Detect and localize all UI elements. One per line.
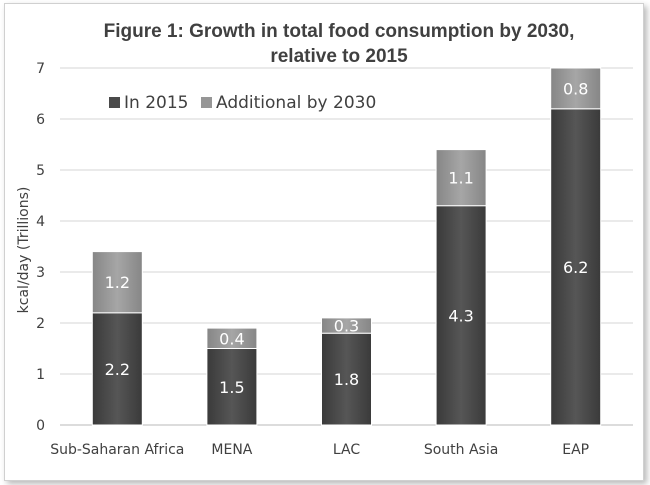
data-label: 6.2 (563, 258, 588, 277)
bar-segment (91, 251, 143, 314)
x-tick-label: LAC (333, 442, 360, 458)
legend-swatch (201, 97, 212, 108)
data-label: 2.2 (105, 360, 130, 379)
bar-segment (321, 317, 372, 334)
data-label: 1.2 (105, 273, 130, 292)
y-tick-label: 7 (36, 61, 45, 77)
y-tick-label: 2 (36, 316, 45, 332)
data-label: 1.1 (448, 169, 473, 188)
legend: In 2015 Additional by 2030 (109, 93, 376, 113)
x-tick-labels: Sub-Saharan Africa MENA LAC South Asia EAP (50, 442, 589, 458)
bar-segment (206, 327, 258, 350)
chart-frame: Figure 1: Growth in total food consumpti… (4, 3, 644, 481)
bar-segment (435, 149, 487, 207)
legend-swatch (109, 97, 120, 108)
y-tick-label: 0 (36, 418, 45, 434)
bar-segment (206, 348, 258, 426)
x-tick-label: South Asia (424, 442, 498, 458)
data-label: 0.8 (563, 79, 588, 98)
legend-entry: In 2015 (124, 93, 188, 113)
bars: 2.2 1.2 1.5 0.4 1.8 0.3 4.3 1.1 6.2 0.8 (91, 67, 602, 426)
data-label: 0.4 (219, 329, 244, 348)
chart-title-line2: relative to 2015 (270, 46, 408, 67)
y-tick-labels: 0 1 2 3 4 5 6 7 (36, 61, 45, 434)
stacked-bar-chart: Figure 1: Growth in total food consumpti… (16, 21, 633, 458)
data-label: 1.8 (334, 370, 359, 389)
x-tick-label: EAP (562, 442, 589, 458)
y-tick-label: 6 (36, 112, 45, 128)
bar-segment (91, 312, 143, 426)
bar-segment (550, 108, 602, 426)
x-tick-label: Sub-Saharan Africa (50, 442, 184, 458)
bar-segment (321, 332, 372, 426)
legend-entry: Additional by 2030 (216, 93, 376, 113)
y-tick-label: 1 (36, 367, 45, 383)
y-tick-label: 3 (36, 265, 45, 281)
data-label: 1.5 (219, 378, 244, 397)
chart-title-line1: Figure 1: Growth in total food consumpti… (104, 21, 575, 42)
y-axis-label: kcal/day (Trillions) (16, 187, 32, 314)
bar-segment (435, 205, 487, 426)
data-label: 0.3 (334, 317, 359, 336)
x-tick-label: MENA (211, 442, 252, 458)
data-label: 4.3 (448, 306, 473, 325)
y-tick-label: 4 (36, 214, 45, 230)
y-tick-label: 5 (36, 163, 45, 179)
bar-segment (550, 67, 602, 110)
